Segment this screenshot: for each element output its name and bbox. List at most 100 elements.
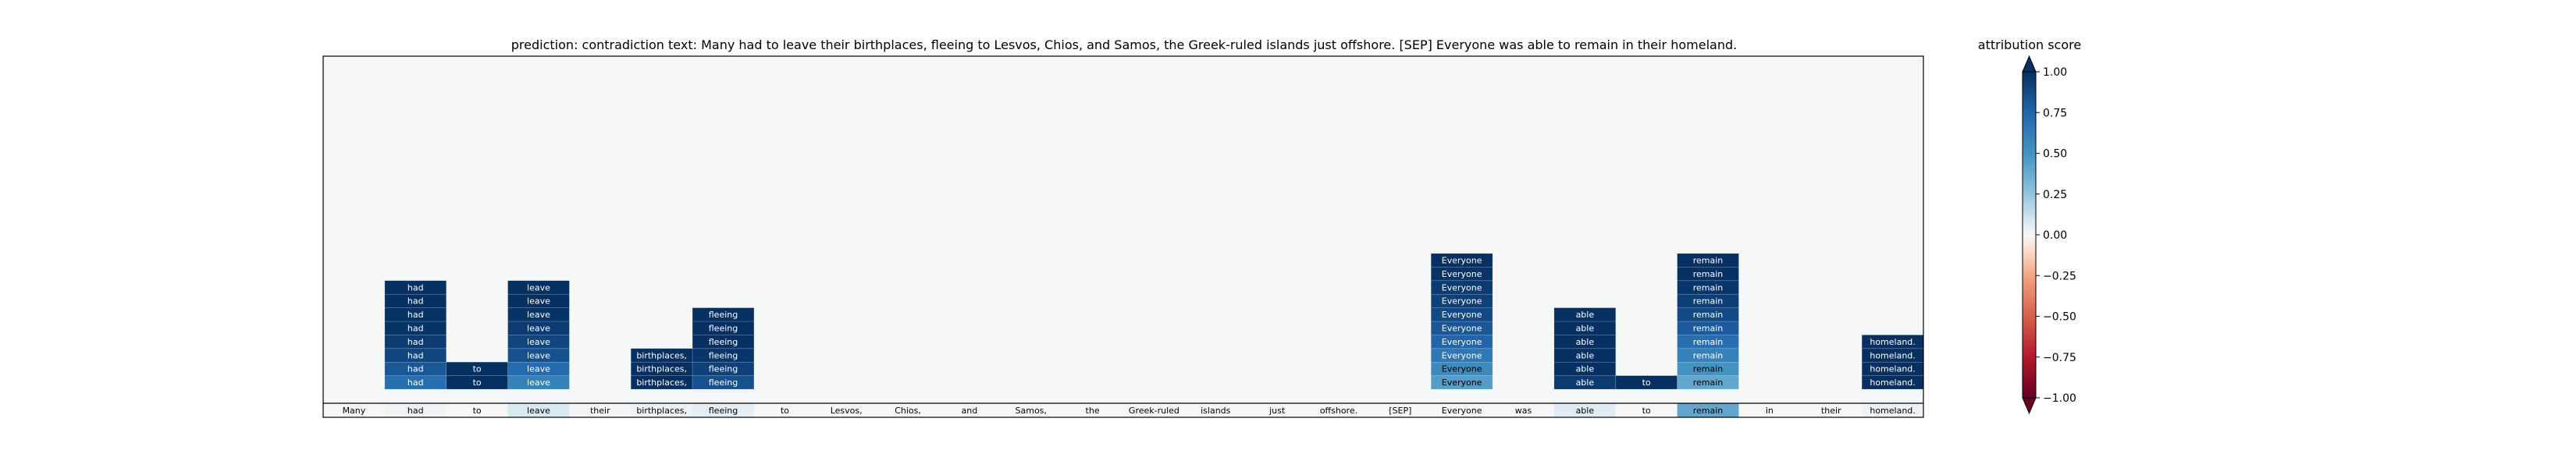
base-token-label: [SEP] [1389, 406, 1411, 416]
base-token-cell [1553, 403, 1616, 417]
attribution-cell-label: birthplaces, [636, 350, 687, 360]
attribution-cell [1677, 293, 1739, 308]
attribution-cell-label: fleeing [709, 350, 738, 360]
attribution-cell [507, 361, 570, 376]
attribution-cell [1430, 253, 1493, 268]
attribution-cell [1677, 361, 1739, 376]
attribution-cell-label: homeland. [1870, 337, 1915, 347]
base-token-cell [384, 403, 447, 417]
base-token-label: in [1766, 406, 1774, 416]
base-token-label: to [781, 406, 789, 416]
attribution-cell-label: remain [1693, 310, 1724, 320]
base-token-cell [1862, 403, 1923, 417]
colorbar-tick-label: 0.00 [2043, 229, 2067, 242]
attribution-cell-label: had [407, 310, 424, 320]
attribution-cell-label: fleeing [709, 337, 738, 347]
base-token-label: Lesvos, [831, 406, 863, 416]
colorbar-body [2022, 71, 2037, 399]
attribution-cell-label: leave [527, 324, 550, 334]
base-token-label: had [407, 406, 424, 416]
attribution-cell-label: leave [527, 310, 550, 320]
attribution-cell [692, 361, 755, 376]
plot-background [323, 56, 1923, 417]
base-token-label: remain [1693, 406, 1724, 416]
base-token-cell [1431, 403, 1493, 417]
attribution-cell [384, 293, 447, 308]
attribution-cell-label: birthplaces, [636, 364, 687, 374]
attribution-cell-label: had [407, 324, 424, 334]
attribution-cell-label: had [407, 282, 424, 292]
base-token-cell [938, 403, 1001, 417]
colorbar-tick-label: 0.75 [2043, 107, 2067, 119]
attribution-cell [1553, 361, 1617, 376]
base-token-cell [1184, 403, 1247, 417]
attribution-cell [507, 280, 570, 295]
colorbar-tick-label: −1.00 [2043, 392, 2076, 405]
attribution-cell-label: remain [1693, 324, 1724, 334]
base-token-cell [1369, 403, 1432, 417]
base-token-label: Everyone [1442, 406, 1482, 416]
colorbar-tick-label: −0.50 [2043, 311, 2076, 324]
attribution-cell-label: had [407, 364, 424, 374]
attribution-cell-label: leave [527, 296, 550, 307]
colorbar-ticks: 1.00 0.75 0.50 0.25 0.00 −0.25 −0.50 −0.75 −1.00 [2036, 66, 2076, 405]
base-token-cell [753, 403, 816, 417]
base-token-cell [815, 403, 877, 417]
base-token-cell [1738, 403, 1801, 417]
base-token-cell [692, 403, 754, 417]
attribution-cell-label: able [1576, 337, 1595, 347]
base-token-cell [1493, 403, 1554, 417]
attribution-cell-label: homeland. [1870, 364, 1915, 374]
attribution-cell-label: homeland. [1870, 350, 1915, 360]
attribution-cell-label: Everyone [1442, 350, 1482, 360]
attribution-cell-label: had [407, 378, 424, 388]
base-token-label: able [1576, 406, 1595, 416]
base-token-cell [1800, 403, 1863, 417]
base-token-cell [1677, 403, 1739, 417]
attribution-cell-label: fleeing [709, 378, 738, 388]
attribution-cell-label: Everyone [1442, 282, 1482, 292]
base-token-cell [1246, 403, 1308, 417]
attribution-cell-label: remain [1693, 364, 1724, 374]
attribution-cell-label: Everyone [1442, 337, 1482, 347]
attribution-cell [1430, 293, 1493, 308]
base-token-label: to [1642, 406, 1651, 416]
attribution-cell-label: remain [1693, 282, 1724, 292]
attribution-cell-label: Everyone [1442, 324, 1482, 334]
attribution-cell-label: had [407, 350, 424, 360]
attribution-cell [507, 293, 570, 308]
chart-title: prediction: contradiction text: Many had… [511, 37, 1737, 52]
base-token-label: and [962, 406, 978, 416]
attribution-cell-label: leave [527, 282, 550, 292]
base-token-cell [507, 403, 570, 417]
attribution-cell-label: Everyone [1442, 269, 1482, 279]
base-token-cell [631, 403, 693, 417]
attribution-cell-label: birthplaces, [636, 378, 687, 388]
base-token-label: offshore. [1320, 406, 1357, 416]
attribution-cell-label: remain [1693, 256, 1724, 266]
base-token-cell [446, 403, 508, 417]
base-token-label: Many [343, 406, 366, 416]
attribution-cell-label: fleeing [709, 324, 738, 334]
base-token-label: to [473, 406, 482, 416]
attribution-cell-label: remain [1693, 378, 1724, 388]
base-token-cell [1000, 403, 1062, 417]
attribution-cell-label: had [407, 337, 424, 347]
base-token-label: homeland. [1870, 406, 1915, 416]
colorbar-tick-label: −0.75 [2043, 352, 2076, 364]
base-token-label: their [590, 406, 610, 416]
colorbar-label: attribution score [1978, 37, 2081, 52]
attribution-cell-label: homeland. [1870, 378, 1915, 388]
attribution-cell-label: able [1576, 350, 1595, 360]
attribution-cell-label: remain [1693, 337, 1724, 347]
base-token-label: just [1268, 406, 1286, 416]
attribution-cell [1430, 361, 1493, 376]
base-token-label: Chios, [895, 406, 921, 416]
base-token-label: birthplaces, [636, 406, 687, 416]
attribution-cell-label: had [407, 296, 424, 307]
attribution-cell [692, 307, 755, 322]
attribution-cell [1677, 253, 1739, 268]
attribution-cell-label: to [473, 378, 482, 388]
attribution-cell-label: Everyone [1442, 310, 1482, 320]
attribution-cell-label: able [1576, 324, 1595, 334]
